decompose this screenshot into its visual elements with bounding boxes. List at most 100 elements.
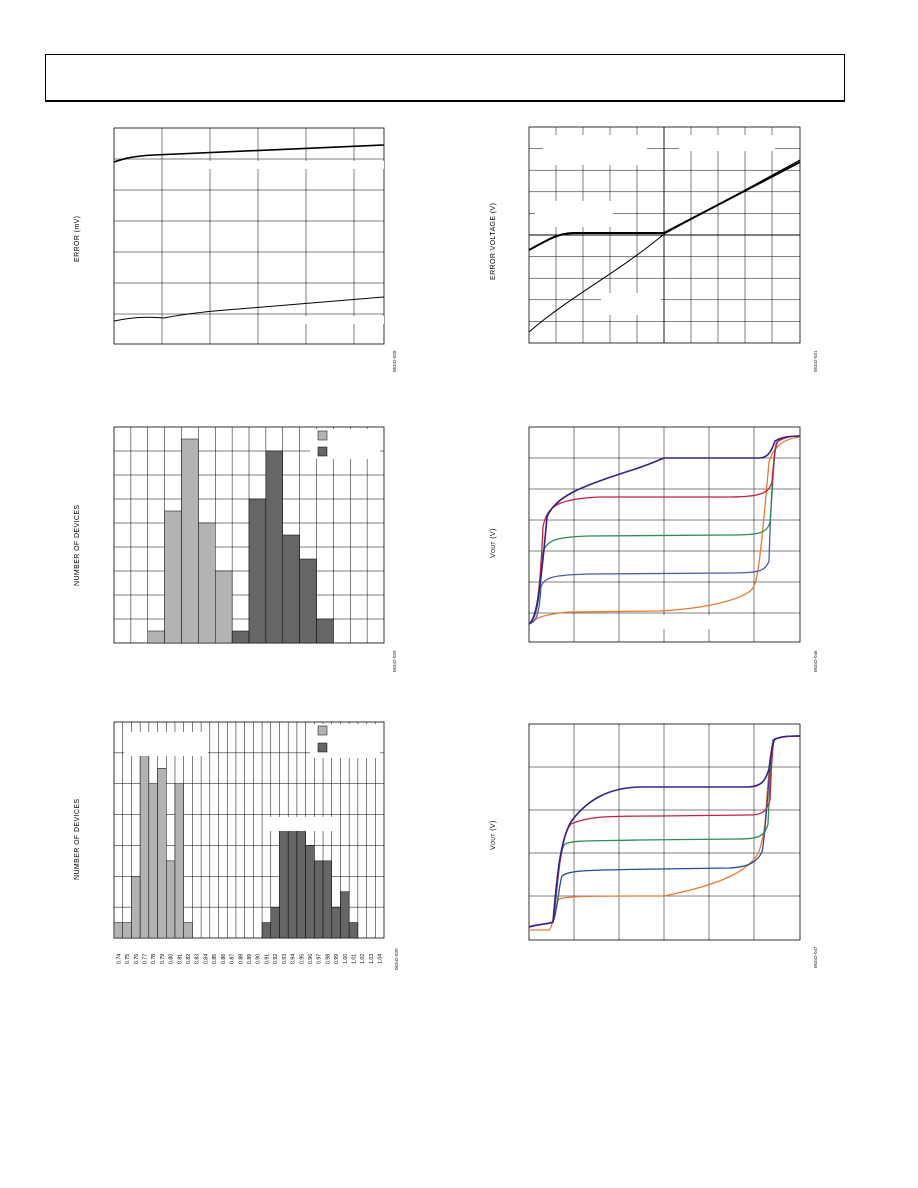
vout-curve-orange bbox=[529, 735, 801, 931]
vout-curve-orange bbox=[528, 436, 801, 625]
bars bbox=[147, 438, 334, 644]
figure-vout-2 bbox=[528, 723, 801, 941]
error-voltage-curve-thin bbox=[528, 159, 801, 333]
histogram-bar bbox=[131, 876, 141, 939]
vout-curve-green bbox=[528, 735, 801, 928]
x-tick-label: 0.77 bbox=[142, 954, 148, 964]
histogram-bar bbox=[296, 829, 306, 939]
x-tick-label: 0.76 bbox=[134, 954, 140, 964]
vout-curve-purple bbox=[528, 735, 801, 928]
histogram-bar bbox=[331, 906, 341, 939]
vout-curve-red bbox=[528, 735, 801, 928]
histogram-bar bbox=[270, 906, 280, 939]
fig2-ylabel: ERROR VOLTAGE (V) bbox=[490, 202, 497, 280]
x-tick-label: 0.81 bbox=[177, 954, 183, 964]
histogram-bar bbox=[322, 860, 332, 939]
figure-histogram-1 bbox=[113, 426, 385, 644]
x-tick-label: 0.83 bbox=[195, 954, 201, 964]
x-tick-label: 0.98 bbox=[325, 954, 331, 964]
x-tick-label: 0.93 bbox=[282, 954, 288, 964]
error-curve-lower bbox=[113, 296, 385, 322]
x-tick-label: 0.97 bbox=[317, 954, 323, 964]
x-tick-label: 0.96 bbox=[308, 954, 314, 964]
x-tick-label: 0.92 bbox=[273, 954, 279, 964]
bars bbox=[113, 737, 359, 939]
histogram-bar bbox=[164, 510, 182, 644]
x-tick-label: 0.84 bbox=[203, 954, 209, 964]
histogram-bar bbox=[139, 737, 150, 939]
histogram-bar bbox=[299, 558, 317, 644]
vout-curve-blue bbox=[528, 735, 801, 928]
histogram-bar bbox=[148, 783, 158, 939]
histogram-bar bbox=[215, 570, 233, 644]
histogram-bar bbox=[282, 534, 300, 644]
histogram-bar bbox=[265, 450, 283, 644]
x-tick-label: 0.80 bbox=[169, 954, 175, 964]
x-tick-label: 0.99 bbox=[334, 954, 340, 964]
x-tick-label: 0.90 bbox=[256, 954, 262, 964]
x-tick-label: 0.91 bbox=[264, 954, 270, 964]
fig6-code: 06342-047 bbox=[813, 946, 818, 968]
fig4-code: 06342-046 bbox=[813, 650, 818, 672]
histogram-bar bbox=[113, 922, 123, 939]
histogram-bar bbox=[279, 829, 289, 939]
histogram-bar bbox=[287, 829, 298, 939]
x-tick-label: 0.95 bbox=[299, 954, 305, 964]
x-tick-label: 0.89 bbox=[247, 954, 253, 964]
x-tick-label: 1.02 bbox=[360, 954, 366, 964]
histogram-bar bbox=[122, 922, 132, 939]
histogram-bar bbox=[147, 630, 165, 644]
x-tick-label: 1.01 bbox=[352, 954, 358, 964]
x-tick-label: 0.85 bbox=[212, 954, 218, 964]
grid bbox=[529, 427, 800, 642]
x-tick-label: 1.00 bbox=[343, 954, 349, 964]
grid bbox=[529, 724, 800, 940]
figure-vout-1 bbox=[528, 426, 801, 643]
histogram-bar bbox=[166, 860, 176, 939]
fig4-ylabel: VOUT (V) bbox=[490, 528, 497, 558]
fig3-ylabel: NUMBER OF DEVICES bbox=[74, 504, 81, 586]
figure-error-mv bbox=[113, 127, 385, 345]
error-curve-upper bbox=[113, 144, 385, 163]
x-tick-label: 0.74 bbox=[116, 954, 122, 964]
histogram-bar bbox=[181, 438, 199, 644]
error-voltage-curve-thick bbox=[528, 161, 801, 251]
fig5-ylabel: NUMBER OF DEVICES bbox=[74, 798, 81, 880]
x-tick-label: 0.82 bbox=[186, 954, 192, 964]
histogram-bar bbox=[157, 768, 167, 939]
histogram-bar bbox=[198, 522, 216, 644]
fig1-ylabel: ERROR (mV) bbox=[74, 215, 81, 262]
histogram-bar bbox=[314, 860, 324, 939]
histogram-bar bbox=[340, 891, 350, 939]
fig3-code: 06342-029 bbox=[392, 650, 397, 672]
histogram-bar bbox=[174, 783, 184, 939]
x-tick-labels: 0.74 0.75 0.76 0.77 0.78 0.79 0.80 0.81 0.82 0.83… bbox=[116, 954, 383, 964]
fig6-ylabel: VOUT (V) bbox=[490, 820, 497, 850]
fig2-code: 06342-031 bbox=[813, 350, 818, 372]
histogram-bar bbox=[348, 922, 359, 939]
legend-swatch-dark bbox=[317, 742, 328, 753]
histogram-bar bbox=[261, 922, 272, 939]
legend-swatch-light bbox=[317, 725, 328, 736]
histogram-bar bbox=[248, 498, 267, 644]
x-tick-label: 0.75 bbox=[125, 954, 131, 964]
x-tick-label: 0.78 bbox=[151, 954, 157, 964]
x-tick-label: 0.87 bbox=[230, 954, 236, 964]
legend-swatch-light bbox=[317, 430, 328, 441]
grid bbox=[114, 128, 384, 344]
histogram-bar bbox=[305, 845, 315, 939]
vout-curve-red bbox=[528, 435, 801, 625]
figure-error-voltage bbox=[528, 126, 801, 344]
vout-curve-blue bbox=[528, 435, 801, 625]
histogram-bar bbox=[316, 618, 334, 644]
x-tick-label: 0.88 bbox=[238, 954, 244, 964]
fig5-code: 06342-030 bbox=[394, 948, 399, 970]
vout-curve-purple bbox=[528, 435, 801, 625]
x-tick-label: 0.79 bbox=[160, 954, 166, 964]
x-tick-label: 1.04 bbox=[378, 954, 384, 964]
histogram-bar bbox=[183, 922, 193, 939]
x-tick-label: 0.86 bbox=[221, 954, 227, 964]
x-tick-label: 1.03 bbox=[369, 954, 375, 964]
page-header-frame bbox=[45, 54, 845, 102]
histogram-bar bbox=[231, 630, 250, 644]
